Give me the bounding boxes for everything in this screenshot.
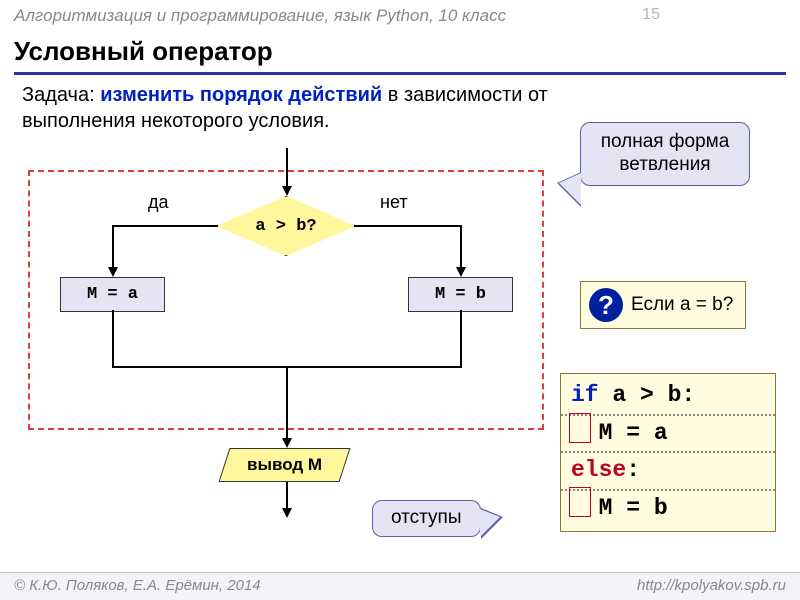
process-right: M = b	[408, 277, 513, 312]
code-line2: M = a	[571, 416, 765, 452]
task-text: Задача: изменить порядок действий в зави…	[22, 82, 562, 134]
decision-node: a > b?	[216, 196, 356, 256]
indent-marker-2	[569, 487, 591, 517]
header-text: Алгоритмизация и программирование, язык …	[14, 6, 506, 26]
code-line1b: a > b:	[599, 382, 696, 408]
code-line4: M = b	[571, 491, 765, 527]
arrow	[112, 225, 114, 269]
arrow	[112, 366, 288, 368]
label-no: нет	[380, 192, 408, 213]
decision-text: a > b?	[216, 196, 356, 256]
label-yes: да	[148, 192, 169, 213]
output-node: вывод M	[218, 448, 350, 482]
arrow	[112, 225, 218, 227]
code-block: if a > b: M = a else: M = b	[560, 373, 776, 532]
kw-else: else	[571, 457, 626, 483]
task-prefix: Задача:	[22, 84, 100, 106]
arrow	[286, 366, 462, 368]
code-line3b: :	[626, 457, 640, 483]
indent-marker-1	[569, 413, 591, 443]
footer: © К.Ю. Поляков, Е.А. Ерёмин, 2014 http:/…	[0, 572, 800, 600]
arrow	[286, 366, 288, 440]
process-left: M = a	[60, 277, 165, 312]
arrowhead-icon	[108, 267, 118, 277]
page-number: 15	[642, 6, 660, 24]
arrow	[286, 148, 288, 188]
question-icon: ?	[589, 288, 623, 322]
arrowhead-icon	[282, 438, 292, 448]
arrowhead-icon	[282, 186, 292, 196]
arrow	[112, 310, 114, 368]
callout-full-branch: полная форма ветвления	[580, 122, 750, 186]
arrow	[286, 482, 288, 510]
arrowhead-icon	[282, 508, 292, 518]
kw-if: if	[571, 382, 599, 408]
title-rule	[14, 72, 786, 75]
slide-title: Условный оператор	[14, 36, 273, 67]
callout-indents: отступы	[372, 500, 481, 537]
arrow	[460, 225, 462, 269]
footer-left: © К.Ю. Поляков, Е.А. Ерёмин, 2014	[14, 577, 261, 596]
arrow	[460, 310, 462, 368]
task-highlight: изменить порядок действий	[100, 84, 382, 106]
arrow	[354, 225, 462, 227]
question-text: Если a = b?	[631, 294, 733, 316]
arrowhead-icon	[456, 267, 466, 277]
output-text: вывод M	[247, 455, 322, 475]
footer-right: http://kpolyakov.spb.ru	[637, 577, 786, 596]
question-box: ? Если a = b?	[580, 281, 746, 329]
